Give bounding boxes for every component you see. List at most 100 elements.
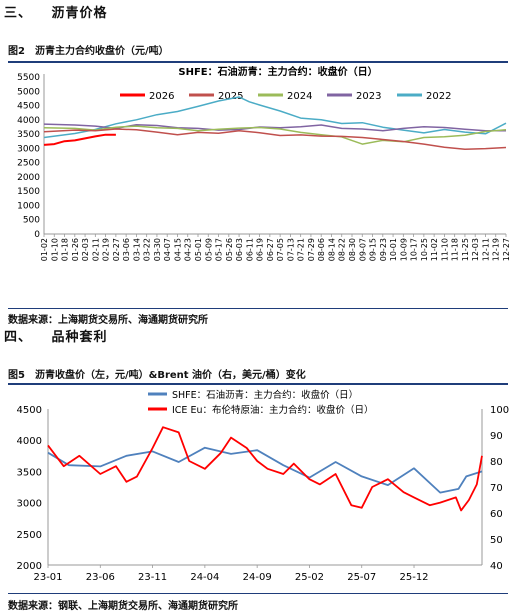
chart-1-x-tick-label: 01-10 <box>50 238 59 261</box>
chart-1-x-tick-label: 03-22 <box>143 238 152 261</box>
chart-1-y-tick-label: 0 <box>34 230 40 240</box>
chart-1-x-tick-label: 10-25 <box>420 238 429 261</box>
chart-1-x-tick-label: 01-26 <box>71 238 80 261</box>
chart-1-x-tick-label: 04-23 <box>184 238 193 261</box>
chart-1-y-tick-label: 1500 <box>17 187 40 197</box>
chart-2-x-tick-label: 25-07 <box>347 572 376 583</box>
chart-2-right-tick-label: 100 <box>490 405 509 416</box>
chart-2-left-tick-label: 4000 <box>17 436 42 447</box>
chart-1-series-line-2026 <box>43 133 116 146</box>
figure-2-bottom-rule <box>8 308 508 309</box>
figure-5-source: 数据来源：钢联、上海期货交易所、海通期货研究所 <box>8 601 238 612</box>
chart-1-x-tick-label: 02-27 <box>112 238 121 261</box>
chart-1-x-tick-label: 10-09 <box>399 238 408 261</box>
chart-1-x-tick-label: 07-21 <box>297 238 306 261</box>
chart-1-x-tick-label: 11-25 <box>461 238 470 261</box>
chart-1-x-tick-label: 11-18 <box>451 238 460 261</box>
chart-2-right-tick-label: 70 <box>490 483 503 494</box>
chart-2-x-tick-label: 25-02 <box>295 572 324 583</box>
chart-1-y-tick-label: 3000 <box>17 144 40 154</box>
chart-1-legend-label-2023: 2023 <box>356 91 381 102</box>
chart-1-y-tick-label: 500 <box>23 216 40 226</box>
chart-1-y-tick-label: 2000 <box>17 173 40 183</box>
chart-1-x-tick-label: 06-19 <box>256 238 265 261</box>
chart-2-x-tick-label: 25-12 <box>399 572 428 583</box>
asphalt-brent-price-chart: 2000 2500 3000 3500 4000 4500 40 50 60 70 80 90 100 2… <box>17 389 510 583</box>
chart-1-x-tick-label: 03-06 <box>122 238 131 261</box>
figure-2-top-rule <box>8 61 508 63</box>
chart-1-x-tick-label: 03-14 <box>132 238 141 261</box>
section-4-number: 四、 <box>4 330 33 345</box>
chart-1-series-line-2025 <box>43 128 507 150</box>
asphalt-yearly-price-chart: SHFE：石油沥青：主力合约：收盘价（日） 0 500 1000 1500 2000 250… <box>17 65 511 261</box>
chart-1-x-tick-label: 05-26 <box>225 238 234 261</box>
section-4-heading: 四、 品种套利 <box>4 326 108 345</box>
figure-5-bottom-rule <box>8 593 508 594</box>
chart-2-x-tick-label: 23-01 <box>33 572 62 583</box>
chart-1-x-tick-label: 09-07 <box>358 238 367 261</box>
chart-1-y-tick-label: 5500 <box>17 73 40 83</box>
chart-1-y-tick-label: 1000 <box>17 201 40 211</box>
chart-1-y-tick-label: 3500 <box>17 130 40 140</box>
chart-2-x-tick-label: 23-11 <box>138 572 167 583</box>
chart-1-y-tick-label: 5000 <box>17 87 40 97</box>
chart-1-legend-label-2026: 2026 <box>149 91 174 102</box>
chart-1-x-tick-label: 12-03 <box>471 238 480 261</box>
chart-1-x-tick-label: 03-30 <box>153 238 162 261</box>
chart-1-x-tick-label: 09-23 <box>379 238 388 261</box>
chart-1-x-tick-label: 08-30 <box>348 238 357 261</box>
chart-2-right-tick-label: 90 <box>490 431 503 442</box>
chart-2-x-tick-label: 24-04 <box>190 572 219 583</box>
chart-2-legend-label-brent: ICE Eu：布伦特原油：主力合约：收盘价（日） <box>172 404 373 416</box>
chart-2-left-tick-label: 3000 <box>17 499 42 510</box>
chart-2-legend-label-shfe: SHFE：石油沥青：主力合约：收盘价（日） <box>172 389 358 401</box>
chart-1-x-tick-label: 04-07 <box>163 238 172 261</box>
chart-2-right-tick-label: 80 <box>490 457 503 468</box>
chart-2-series-line-shfe <box>47 446 483 494</box>
section-3-title: 沥青价格 <box>51 6 108 21</box>
figure-2-source: 数据来源：上海期货交易所、海通期货研究所 <box>8 315 208 326</box>
chart-1-x-tick-label: 05-01 <box>194 238 203 261</box>
chart-1-legend-label-2025: 2025 <box>218 91 243 102</box>
chart-1-x-tick-label: 08-06 <box>317 238 326 261</box>
chart-1-x-tick-label: 09-15 <box>369 238 378 261</box>
chart-1-x-tick-label: 10-17 <box>410 238 419 261</box>
chart-1-series-line-2022 <box>43 96 507 139</box>
chart-1-x-tick-label: 01-18 <box>61 238 70 261</box>
chart-1-x-tick-label: 06-27 <box>266 238 275 261</box>
chart-1-x-tick-label: 04-15 <box>173 238 182 261</box>
chart-1-title: SHFE：石油沥青：主力合约：收盘价（日） <box>178 65 377 78</box>
section-4-title: 品种套利 <box>51 330 108 345</box>
chart-1-y-tick-label: 4000 <box>17 116 40 126</box>
chart-1-x-tick-label: 12-19 <box>492 238 501 261</box>
chart-1-x-tick-label: 12-27 <box>502 238 511 261</box>
chart-1-y-tick-label: 4500 <box>17 102 40 112</box>
chart-1-x-tick-label: 10-01 <box>389 238 398 261</box>
chart-1-x-tick-label: 08-22 <box>338 238 347 261</box>
chart-1-x-tick-label: 02-19 <box>102 238 111 261</box>
chart-1-y-tick-label: 2500 <box>17 159 40 169</box>
section-3-number: 三、 <box>4 6 33 21</box>
chart-1-x-tick-label: 07-29 <box>307 238 316 261</box>
chart-1-x-tick-label: 02-11 <box>91 238 100 261</box>
chart-2-x-tick-label: 24-09 <box>243 572 272 583</box>
chart-1-x-tick-label: 11-10 <box>440 238 449 261</box>
chart-1-x-tick-label: 08-14 <box>327 238 336 261</box>
chart-1-x-tick-label: 06-03 <box>235 238 244 261</box>
chart-1-legend-label-2024: 2024 <box>287 91 312 102</box>
chart-2-series-line-brent <box>47 426 483 512</box>
figure-5-top-rule <box>8 383 508 385</box>
chart-1-x-tick-label: 02-03 <box>81 238 90 261</box>
chart-2-left-tick-label: 2500 <box>17 530 42 541</box>
chart-1-x-tick-label: 06-11 <box>245 238 254 261</box>
chart-2-left-tick-label: 4500 <box>17 405 42 416</box>
chart-1-x-tick-label: 05-09 <box>204 238 213 261</box>
chart-1-x-tick-label: 05-17 <box>215 238 224 261</box>
chart-1-x-tick-label: 12-11 <box>481 238 490 261</box>
chart-2-right-tick-label: 60 <box>490 509 503 520</box>
chart-2-x-tick-label: 23-06 <box>86 572 115 583</box>
section-3-heading: 三、 沥青价格 <box>4 2 108 21</box>
figure-2-caption: 图2 沥青主力合约收盘价（元/吨） <box>8 46 169 57</box>
chart-2-right-tick-label: 50 <box>490 535 503 546</box>
chart-2-left-tick-label: 2000 <box>17 561 42 572</box>
